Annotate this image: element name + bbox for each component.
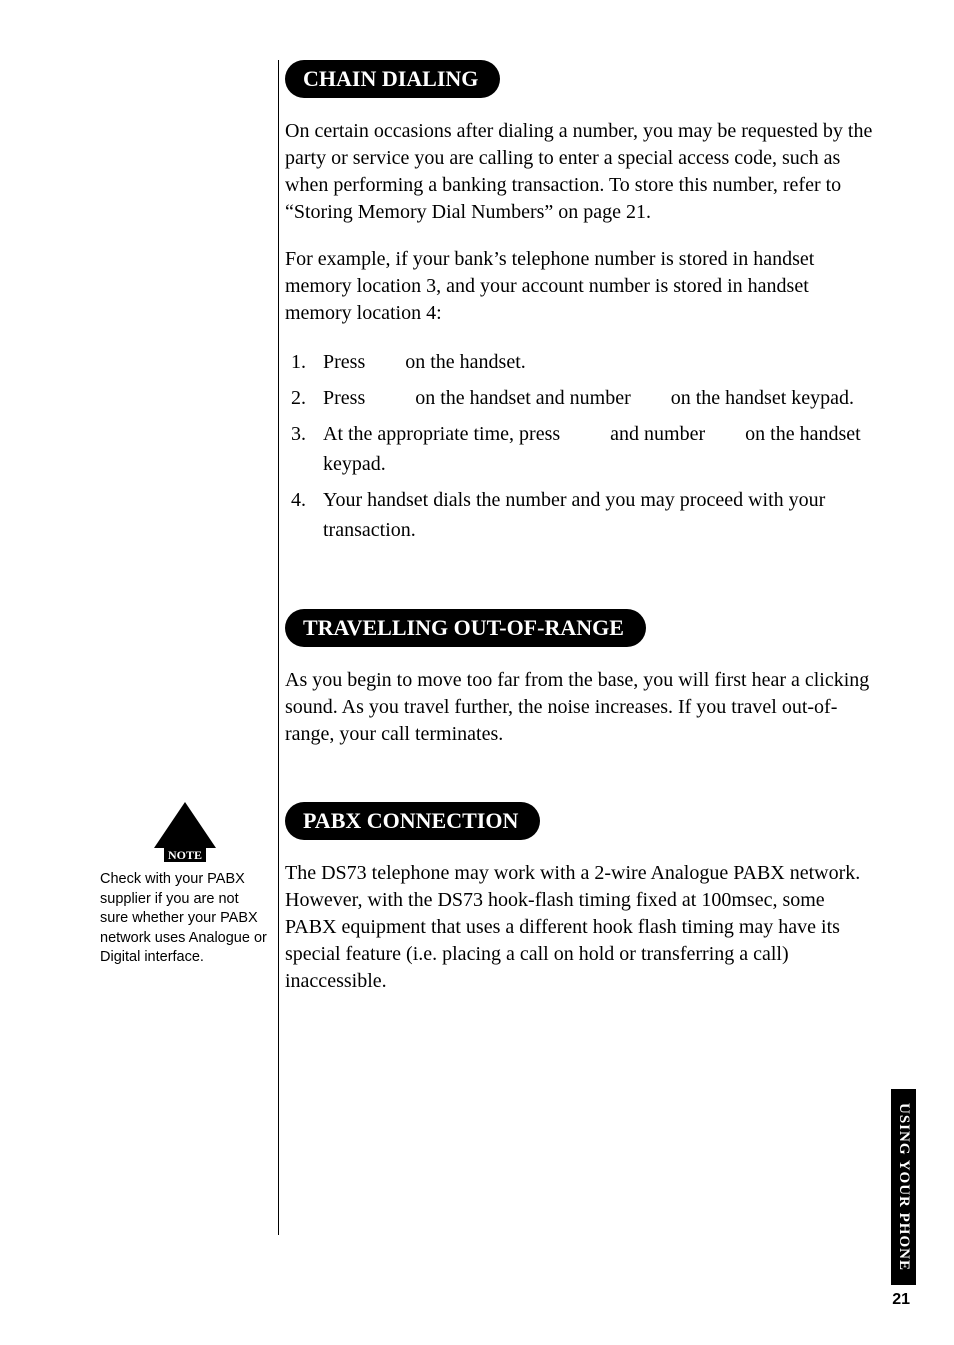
list-body: Your handset dials the number and you ma… [323,485,874,545]
page: NOTE Check with your PABX supplier if yo… [0,0,954,1345]
sidebar-note: NOTE Check with your PABX supplier if yo… [100,800,270,968]
list-item: 2. Press on the handset and number on th… [291,383,874,413]
list-body: At the appropriate time, press and numbe… [323,419,874,479]
list-item: 1. Press on the handset. [291,347,874,377]
list-number: 2. [291,383,323,413]
list-item: 4. Your handset dials the number and you… [291,485,874,545]
side-tab: USING YOUR PHONE [891,1089,916,1285]
chain-p2: For example, if your bank’s telephone nu… [285,246,874,327]
t: on the handset and number [415,387,631,409]
list-item: 3. At the appropriate time, press and nu… [291,419,874,479]
list-body: Press on the handset. [323,347,874,377]
list-body: Press on the handset and number on the h… [323,383,874,413]
pabx-p1: The DS73 telephone may work with a 2-wir… [285,860,874,995]
t: Press [323,387,365,409]
main-column: CHAIN DIALING On certain occasions after… [285,60,874,995]
t: Press [323,351,365,373]
heading-pabx: PABX CONNECTION [285,802,540,840]
t: on the handset keypad. [671,387,854,409]
heading-chain-dialing: CHAIN DIALING [285,60,500,98]
chain-list: 1. Press on the handset. 2. Press on the… [291,347,874,545]
list-number: 1. [291,347,323,377]
page-number: 21 [892,1291,910,1309]
t: and number [610,423,705,445]
chain-p1: On certain occasions after dialing a num… [285,118,874,226]
heading-out-of-range: TRAVELLING OUT-OF-RANGE [285,609,646,647]
note-text: Check with your PABX supplier if you are… [100,870,270,968]
t: At the appropriate time, press [323,423,560,445]
range-p1: As you begin to move too far from the ba… [285,667,874,748]
list-number: 3. [291,419,323,479]
list-number: 4. [291,485,323,545]
note-label: NOTE [168,848,202,862]
t: on the handset. [405,351,526,373]
vertical-divider [278,60,279,1235]
note-icon: NOTE [150,800,220,860]
